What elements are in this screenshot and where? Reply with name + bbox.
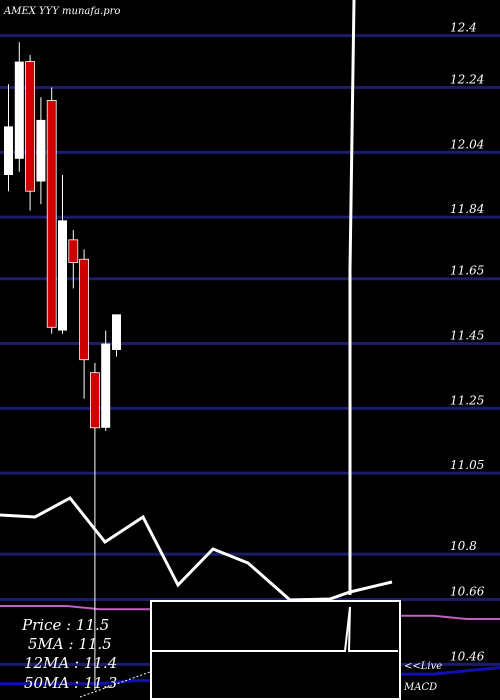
macd-indicator: <<Live MACD (0, 0, 442, 700)
ma12-text: 12MA : 11.4 (24, 654, 117, 672)
candle-up (58, 220, 67, 331)
candle-down (90, 372, 100, 429)
y-axis-ticks: 12.4 12.24 12.04 11.84 11.65 11.45 11.25 11.05 1… (450, 21, 485, 664)
candles (4, 42, 121, 691)
macd-label: MACD (403, 682, 437, 693)
macd-box-line (151, 606, 398, 652)
ma50-text: 50MA : 11.3 (24, 674, 117, 692)
ma5-text: 5MA : 11.5 (28, 635, 112, 653)
y-tick-label: 11.05 (450, 458, 484, 472)
candle-down (46, 100, 57, 328)
candle-up (112, 314, 121, 350)
candle-up (4, 126, 13, 175)
macd-line (0, 496, 393, 602)
y-tick-label: 10.46 (450, 649, 485, 663)
y-tick-label: 11.25 (450, 393, 484, 407)
y-tick-label: 10.66 (450, 585, 485, 599)
y-tick-label: 11.84 (450, 202, 484, 216)
chart-header: AMEX YYY munafa.pro (3, 6, 120, 17)
candle-down (68, 239, 79, 263)
y-tick-label: 12.24 (450, 73, 484, 87)
macd-dotted-line (79, 671, 151, 698)
candle-up (36, 119, 46, 182)
price-text: Price : 11.5 (21, 616, 109, 634)
y-tick-label: 11.65 (450, 264, 484, 278)
y-tick-label: 12.4 (450, 21, 477, 35)
y-tick-label: 10.8 (450, 539, 477, 553)
y-tick-label: 12.04 (450, 137, 484, 151)
candle-down (25, 61, 36, 192)
candle-down (79, 258, 89, 361)
candle-up (14, 61, 24, 159)
info-panel: Price : 11.5 5MA : 11.5 12MA : 11.4 50MA… (21, 616, 117, 692)
macd-live-label: <<Live (404, 661, 442, 672)
signal-spike-line (348, 0, 356, 595)
y-tick-label: 11.45 (450, 329, 484, 343)
candle-up (101, 343, 111, 428)
